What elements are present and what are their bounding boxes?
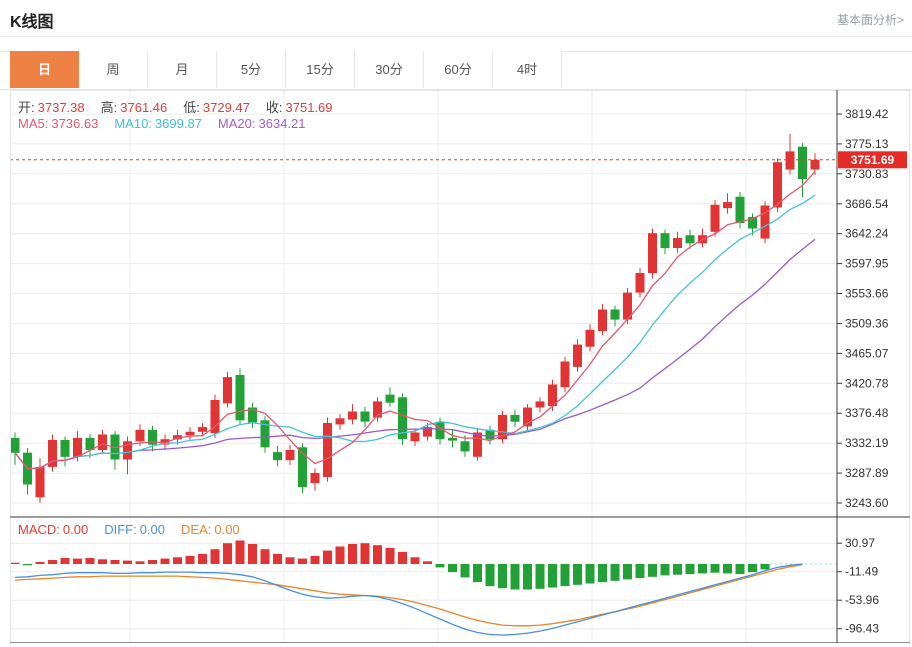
svg-text:3553.66: 3553.66 [845,287,889,301]
tab-bar: 日周月 5分 15分 30分 60分 4时 [10,51,562,88]
macd-legend: MACD: 0.00 DIFF: 0.00 DEA: 0.00 [18,522,256,537]
header: K线图 基本面分析> [0,0,912,37]
ohlc-legend-high: 高: 3761.46 [100,100,168,115]
svg-text:3420.78: 3420.78 [845,376,889,390]
ma-legend-ma10: MA10: 3699.87 [114,116,202,131]
tab-30min[interactable]: 30分 [355,51,424,88]
ohlc-legend-open: 开: 3737.38 [18,100,85,115]
chart-frame [10,90,910,643]
current-price-badge: 3751.69 [838,151,907,169]
tab-day[interactable]: 日 [10,51,79,88]
page-title: K线图 [10,14,54,31]
svg-text:30.97: 30.97 [845,536,875,550]
ohlc-legend: 开: 3737.38 高: 3761.46 低: 3729.47 收: 3751.69 [18,97,349,116]
tab-month[interactable]: 月 [148,51,217,88]
svg-text:3730.83: 3730.83 [845,167,889,181]
svg-text:3509.36: 3509.36 [845,317,889,331]
svg-text:3376.48: 3376.48 [845,406,889,420]
fundamental-analysis-link[interactable]: 基本面分析> [836,13,904,27]
svg-text:3597.95: 3597.95 [845,257,889,271]
svg-text:-11.49: -11.49 [845,565,878,579]
macd-pane [10,540,837,636]
svg-text:3642.24: 3642.24 [845,227,889,241]
ohlc-legend-low: 低: 3729.47 [183,100,250,115]
price-axis: 3819.42 3775.13 3730.83 3686.54 3642.24 3597.… [837,107,889,510]
ma-legend-ma20: MA20: 3634.21 [217,116,306,131]
svg-text:3243.60: 3243.60 [845,496,889,510]
svg-text:-53.96: -53.96 [845,593,879,607]
svg-text:3819.42: 3819.42 [845,107,889,121]
tab-4hour[interactable]: 4时 [493,51,562,88]
macd-axis: 30.97 -11.49 -53.96 -96.43 [837,536,879,636]
macd-legend-diff: DIFF: 0.00 [104,522,166,537]
svg-text:3332.19: 3332.19 [845,436,889,450]
tab-week[interactable]: 周 [79,51,148,88]
svg-text:3287.89: 3287.89 [845,466,889,480]
macd-legend-dea: DEA: 0.00 [181,522,240,537]
macd-legend-macd: MACD: 0.00 [18,522,89,537]
ma5-line [14,171,816,470]
svg-text:3686.54: 3686.54 [845,197,889,211]
ma-legend-ma5: MA5: 3736.63 [18,116,99,131]
candles [10,133,820,503]
kline-chart[interactable]: 3819.42 3775.13 3730.83 3686.54 3642.24 3597.… [10,90,910,643]
ma-legend: MA5: 3736.63 MA10: 3699.87 MA20: 3634.21 [18,116,322,131]
svg-text:3775.13: 3775.13 [845,137,889,151]
ohlc-legend-close: 收: 3751.69 [265,100,333,115]
tab-60min[interactable]: 60分 [424,51,493,88]
ma10-line [14,194,816,470]
gridlines [10,90,837,643]
tab-15min[interactable]: 15分 [286,51,355,88]
ma-lines [14,171,816,470]
tab-5min[interactable]: 5分 [217,51,286,88]
svg-text:3751.69: 3751.69 [851,153,895,167]
ma20-line [14,238,816,470]
svg-text:3465.07: 3465.07 [845,346,889,360]
svg-text:-96.43: -96.43 [845,622,879,636]
